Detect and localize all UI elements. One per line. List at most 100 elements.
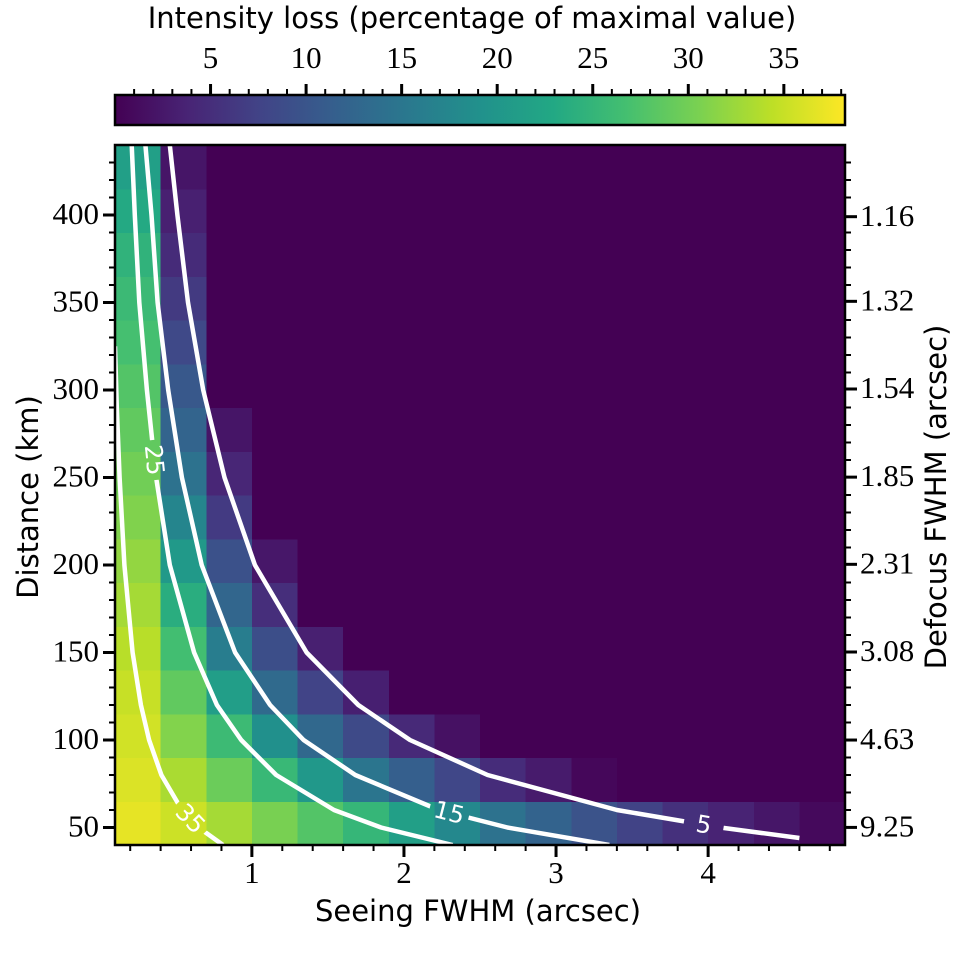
heatmap-cell [616, 145, 663, 190]
heatmap-cell [662, 363, 709, 408]
heatmap-cell [388, 451, 435, 496]
heatmap-cell [662, 582, 709, 627]
heatmap-cell [160, 145, 207, 190]
heatmap-cell [434, 495, 481, 540]
heatmap-cell [388, 495, 435, 540]
heatmap-cell [708, 145, 755, 190]
heatmap-cell [480, 495, 527, 540]
heatmap-cell [388, 626, 435, 671]
heatmap-cell [662, 188, 709, 233]
y-axis-label: Distance (km) [11, 395, 45, 599]
heatmap-cell [434, 626, 481, 671]
heatmap-cell [753, 145, 800, 190]
heatmap-cell [571, 451, 618, 496]
heatmap-cell [525, 145, 572, 190]
heatmap-cell [799, 363, 845, 408]
heatmap-cell [434, 363, 481, 408]
heatmap-cell [753, 626, 800, 671]
heatmap-cell [480, 626, 527, 671]
heatmap-cell [616, 451, 663, 496]
heatmap-cell [525, 495, 572, 540]
heatmap-cell [480, 363, 527, 408]
heatmap-cell [297, 320, 344, 365]
heatmap-cell [297, 363, 344, 408]
heatmap-cell [160, 713, 207, 758]
heatmap-cell [616, 757, 663, 802]
heatmap-cell [480, 451, 527, 496]
heatmap-cell [160, 757, 207, 802]
heatmap-cell [480, 188, 527, 233]
heatmap-cell [662, 538, 709, 583]
colorbar-tick-label: 35 [768, 40, 799, 75]
heatmap-cell [708, 626, 755, 671]
heatmap-cell [388, 145, 435, 190]
heatmap-cell [616, 626, 663, 671]
heatmap-cell [799, 582, 845, 627]
heatmap-cell [708, 495, 755, 540]
heatmap-cell [343, 276, 390, 321]
heatmap-cell [571, 713, 618, 758]
heatmap-cell [799, 495, 845, 540]
heatmap-cell [434, 670, 481, 715]
contour-line [167, 145, 800, 841]
heatmap-cell [434, 145, 481, 190]
heatmap-cell [525, 582, 572, 627]
heatmap-cell [206, 188, 253, 233]
heatmap-cell [251, 145, 298, 190]
heatmap-cell [753, 757, 800, 802]
colorbar-tick-label: 25 [577, 40, 608, 75]
y2-tick-label: 2.31 [860, 545, 914, 580]
y-tick-label: 350 [53, 284, 100, 319]
heatmap-cell [434, 232, 481, 277]
heatmap-cell [343, 145, 390, 190]
heatmap-cell [525, 670, 572, 715]
colorbar-label: Intensity loss (percentage of maximal va… [148, 1, 797, 35]
heatmap-cell [616, 407, 663, 452]
heatmap-cell [525, 232, 572, 277]
heatmap-cell [206, 145, 253, 190]
contour-line [115, 346, 225, 845]
heatmap-cell [571, 626, 618, 671]
heatmap-cell [616, 188, 663, 233]
heatmap-cell [206, 670, 253, 715]
heatmap-cell [571, 145, 618, 190]
heatmap-cell [297, 145, 344, 190]
heatmap-cell [525, 188, 572, 233]
heatmap-cell [708, 363, 755, 408]
heatmap-cell [251, 363, 298, 408]
axes: 5 10 15 20 25 30 35 1 2 3 4 50 100 150 200 250 300 350 400… [53, 40, 915, 890]
heatmap-cell [799, 538, 845, 583]
heatmap-cell [571, 407, 618, 452]
heatmap-cell [115, 582, 162, 627]
heatmap-cell [753, 232, 800, 277]
heatmap-cell [616, 495, 663, 540]
heatmap-cell [297, 495, 344, 540]
heatmap-cell [708, 801, 755, 845]
heatmap-cell [388, 670, 435, 715]
heatmap [115, 145, 845, 845]
heatmap-cell [388, 713, 435, 758]
heatmap-cell [251, 495, 298, 540]
heatmap-cell [525, 626, 572, 671]
x-tick-label: 3 [548, 855, 564, 890]
x-axis-label: Seeing FWHM (arcsec) [315, 894, 641, 928]
heatmap-cell [525, 538, 572, 583]
heatmap-cell [115, 626, 162, 671]
heatmap-cell [160, 495, 207, 540]
y-tick-label: 100 [53, 721, 100, 756]
heatmap-cell [343, 670, 390, 715]
heatmap-cell [297, 276, 344, 321]
contour-label: 5 [694, 810, 714, 840]
y2-tick-label: 1.16 [860, 198, 914, 233]
heatmap-cell [708, 582, 755, 627]
x-tick-label: 4 [700, 855, 716, 890]
heatmap-cell [662, 670, 709, 715]
y2-tick-label: 1.54 [860, 370, 915, 405]
heatmap-cell [251, 538, 298, 583]
heatmap-cell [799, 407, 845, 452]
heatmap-cell [251, 582, 298, 627]
heatmap-cell [753, 713, 800, 758]
heatmap-cell [480, 713, 527, 758]
